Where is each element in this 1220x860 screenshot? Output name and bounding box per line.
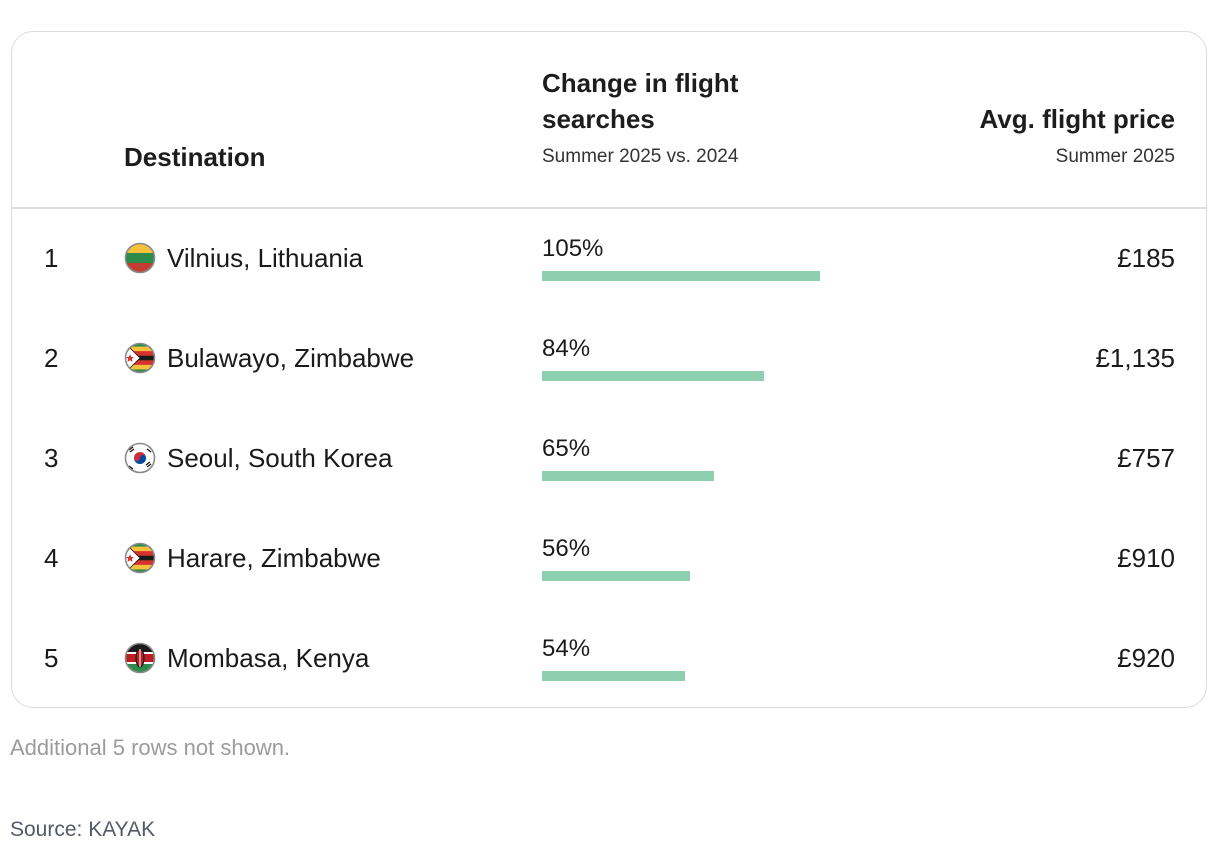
rank-number: 4 xyxy=(44,543,59,573)
avg-price: £910 xyxy=(1117,543,1175,573)
change-bar xyxy=(542,671,685,681)
south-korea-flag-icon xyxy=(124,442,156,474)
header-divider xyxy=(12,207,1206,209)
rank-number: 3 xyxy=(44,443,59,473)
data-table-card: Destination Change in flight searches Su… xyxy=(11,31,1207,708)
change-label: 84% xyxy=(542,335,591,362)
destination-name: Vilnius, Lithuania xyxy=(167,243,364,273)
destination-name: Harare, Zimbabwe xyxy=(167,543,381,573)
avg-price: £185 xyxy=(1117,243,1175,273)
avg-price: £920 xyxy=(1117,643,1175,673)
change-label: 105% xyxy=(542,235,604,262)
rows-not-shown-note: Additional 5 rows not shown. xyxy=(10,735,291,760)
avg-price: £757 xyxy=(1117,443,1175,473)
source-note: Source: KAYAK xyxy=(10,818,156,841)
change-bar xyxy=(542,271,820,281)
table-row: 5 Mombasa, Kenya 54% £920 xyxy=(12,608,1206,708)
change-label: 56% xyxy=(542,535,591,562)
table-row: 2 Bulawayo, Zimbabwe 84% £1,135 xyxy=(12,308,1206,408)
kenya-flag-icon xyxy=(124,642,156,674)
change-label: 54% xyxy=(542,635,591,662)
change-label: 65% xyxy=(542,435,591,462)
rank-number: 2 xyxy=(44,343,59,373)
avg-price: £1,135 xyxy=(1095,343,1175,373)
zimbabwe-flag-icon xyxy=(124,542,156,574)
header-change: Change in flight searches xyxy=(542,68,739,134)
zimbabwe-flag-icon xyxy=(124,342,156,374)
table-row: 1 Vilnius, Lithuania 105% £185 xyxy=(12,208,1206,308)
change-bar xyxy=(542,471,715,481)
table-row: 4 Harare, Zimbabwe 56% £910 xyxy=(12,508,1206,608)
rank-number: 5 xyxy=(44,643,59,673)
header-destination: Destination xyxy=(124,142,266,172)
destination-name: Mombasa, Kenya xyxy=(167,643,370,673)
header-price: Avg. flight price xyxy=(979,104,1176,134)
header-change-subtitle: Summer 2025 vs. 2024 xyxy=(542,146,739,167)
header-price-subtitle: Summer 2025 xyxy=(1055,146,1175,167)
rank-number: 1 xyxy=(44,243,59,273)
destination-name: Bulawayo, Zimbabwe xyxy=(167,343,415,373)
destination-name: Seoul, South Korea xyxy=(167,443,393,473)
table-row: 3 Seoul, South Korea 65% £757 xyxy=(12,408,1206,508)
change-bar xyxy=(542,571,691,581)
change-bar xyxy=(542,371,765,381)
lithuania-flag-icon xyxy=(124,242,156,274)
